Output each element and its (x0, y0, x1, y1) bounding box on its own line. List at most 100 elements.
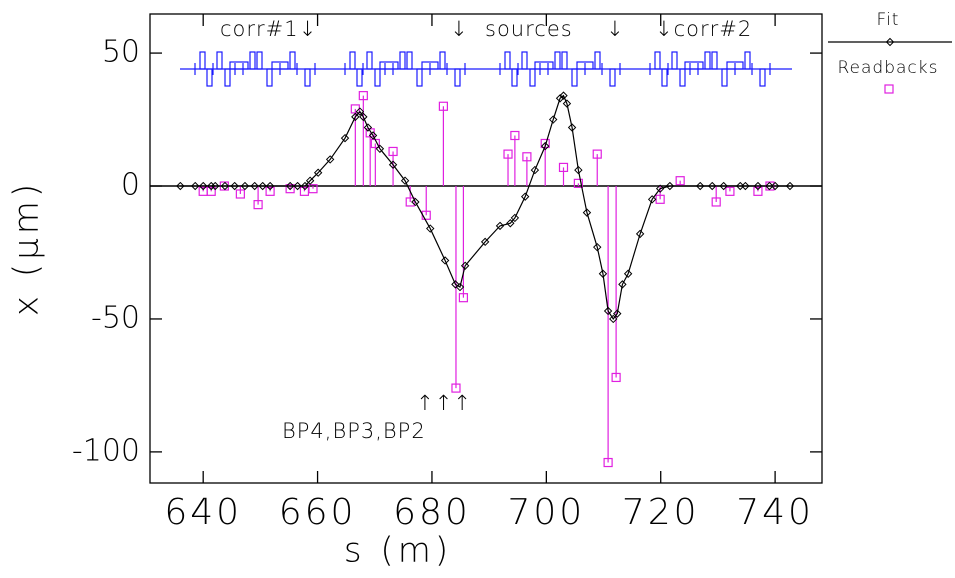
fit-point (613, 309, 622, 318)
x-tick-label: 740 (736, 492, 814, 533)
fit-point (719, 181, 728, 191)
fit-point (559, 91, 568, 100)
fit-point (198, 181, 208, 191)
readback-point (725, 186, 735, 196)
fit-point (495, 221, 505, 231)
magnet (511, 68, 518, 87)
magnet (206, 68, 213, 87)
magnet (726, 61, 744, 70)
readback-point (285, 184, 295, 194)
magnet (406, 51, 413, 70)
fit-point (351, 112, 360, 122)
legend: Fit Readbacks (828, 10, 952, 94)
readback-point (405, 197, 415, 207)
magnet (704, 51, 711, 70)
readback-point (675, 176, 685, 186)
magnet (521, 51, 528, 70)
fit-point (411, 197, 420, 207)
readback-point (711, 197, 721, 207)
readback-point (206, 186, 216, 196)
fit-point (455, 282, 465, 292)
fit-point (340, 133, 350, 143)
magnet (744, 51, 751, 70)
magnet (229, 61, 249, 70)
fit-point (305, 176, 315, 185)
readback-point (235, 189, 245, 199)
fit-point (240, 181, 250, 191)
magnet (529, 68, 536, 87)
fit-point (451, 280, 460, 289)
magnet (721, 68, 728, 87)
fit-point (220, 181, 230, 191)
legend-label: Readbacks (838, 58, 939, 78)
fit-point (520, 192, 530, 201)
magnet (249, 51, 256, 70)
fit-point (530, 165, 540, 175)
magnet (416, 68, 423, 87)
annotation: ↓ (606, 17, 625, 41)
readback-point (510, 130, 520, 141)
y-tick-label: -50 (91, 300, 140, 335)
fit-point (647, 195, 657, 204)
fit-point (707, 181, 717, 191)
fit-point (426, 224, 435, 233)
fit-point (618, 280, 627, 289)
readback-point (603, 457, 613, 468)
magnet (711, 51, 718, 70)
magnet (504, 51, 511, 70)
readback-point (451, 383, 461, 393)
magnet (399, 51, 406, 70)
plot-frame (149, 13, 823, 484)
magnet (561, 51, 568, 70)
magnet (379, 61, 399, 70)
readback-point (611, 372, 621, 383)
magnet (271, 61, 289, 70)
readback-point (308, 184, 318, 194)
fit-point (770, 181, 780, 191)
fit-point (695, 181, 705, 191)
fit-point (258, 181, 267, 191)
readback-point (265, 186, 275, 196)
readback-point (438, 101, 448, 111)
magnet (439, 51, 446, 70)
x-tick-label: 720 (622, 492, 700, 533)
magnet (679, 68, 686, 87)
fit-point (375, 144, 385, 154)
annotation: BP4,BP3,BP2 (282, 419, 426, 443)
x-tick-label: 640 (164, 492, 242, 533)
y-tick-label: 50 (102, 35, 140, 70)
fit-point (313, 168, 323, 177)
fit-point (574, 165, 583, 175)
fit-point (623, 269, 633, 278)
magnet (349, 51, 356, 70)
fit-point (388, 160, 398, 169)
readback-point (458, 293, 469, 303)
annotation: corr#1↓ (220, 17, 317, 41)
fit-point (300, 181, 310, 191)
fit-point (582, 208, 592, 217)
magnet (199, 51, 206, 70)
y-tick-label: 0 (121, 168, 140, 203)
readback-point (522, 152, 532, 162)
magnet (289, 51, 296, 70)
fit-point (293, 181, 302, 191)
fit-point (265, 181, 275, 191)
fit-point (359, 112, 368, 122)
fit-point (593, 242, 602, 252)
readback-point (388, 146, 398, 157)
readback-point (592, 149, 602, 159)
fit-point (210, 181, 220, 191)
fit-point (230, 181, 239, 191)
readback-point (753, 186, 763, 196)
fit-point (176, 181, 185, 191)
fit-point (368, 131, 378, 140)
magnet (356, 68, 363, 87)
magnet (216, 51, 223, 70)
annotation: ↓ (450, 17, 469, 41)
magnet (759, 68, 766, 87)
magnet (224, 68, 231, 87)
magnet (609, 68, 616, 87)
readback-point (253, 200, 263, 210)
fit-point (741, 181, 750, 191)
